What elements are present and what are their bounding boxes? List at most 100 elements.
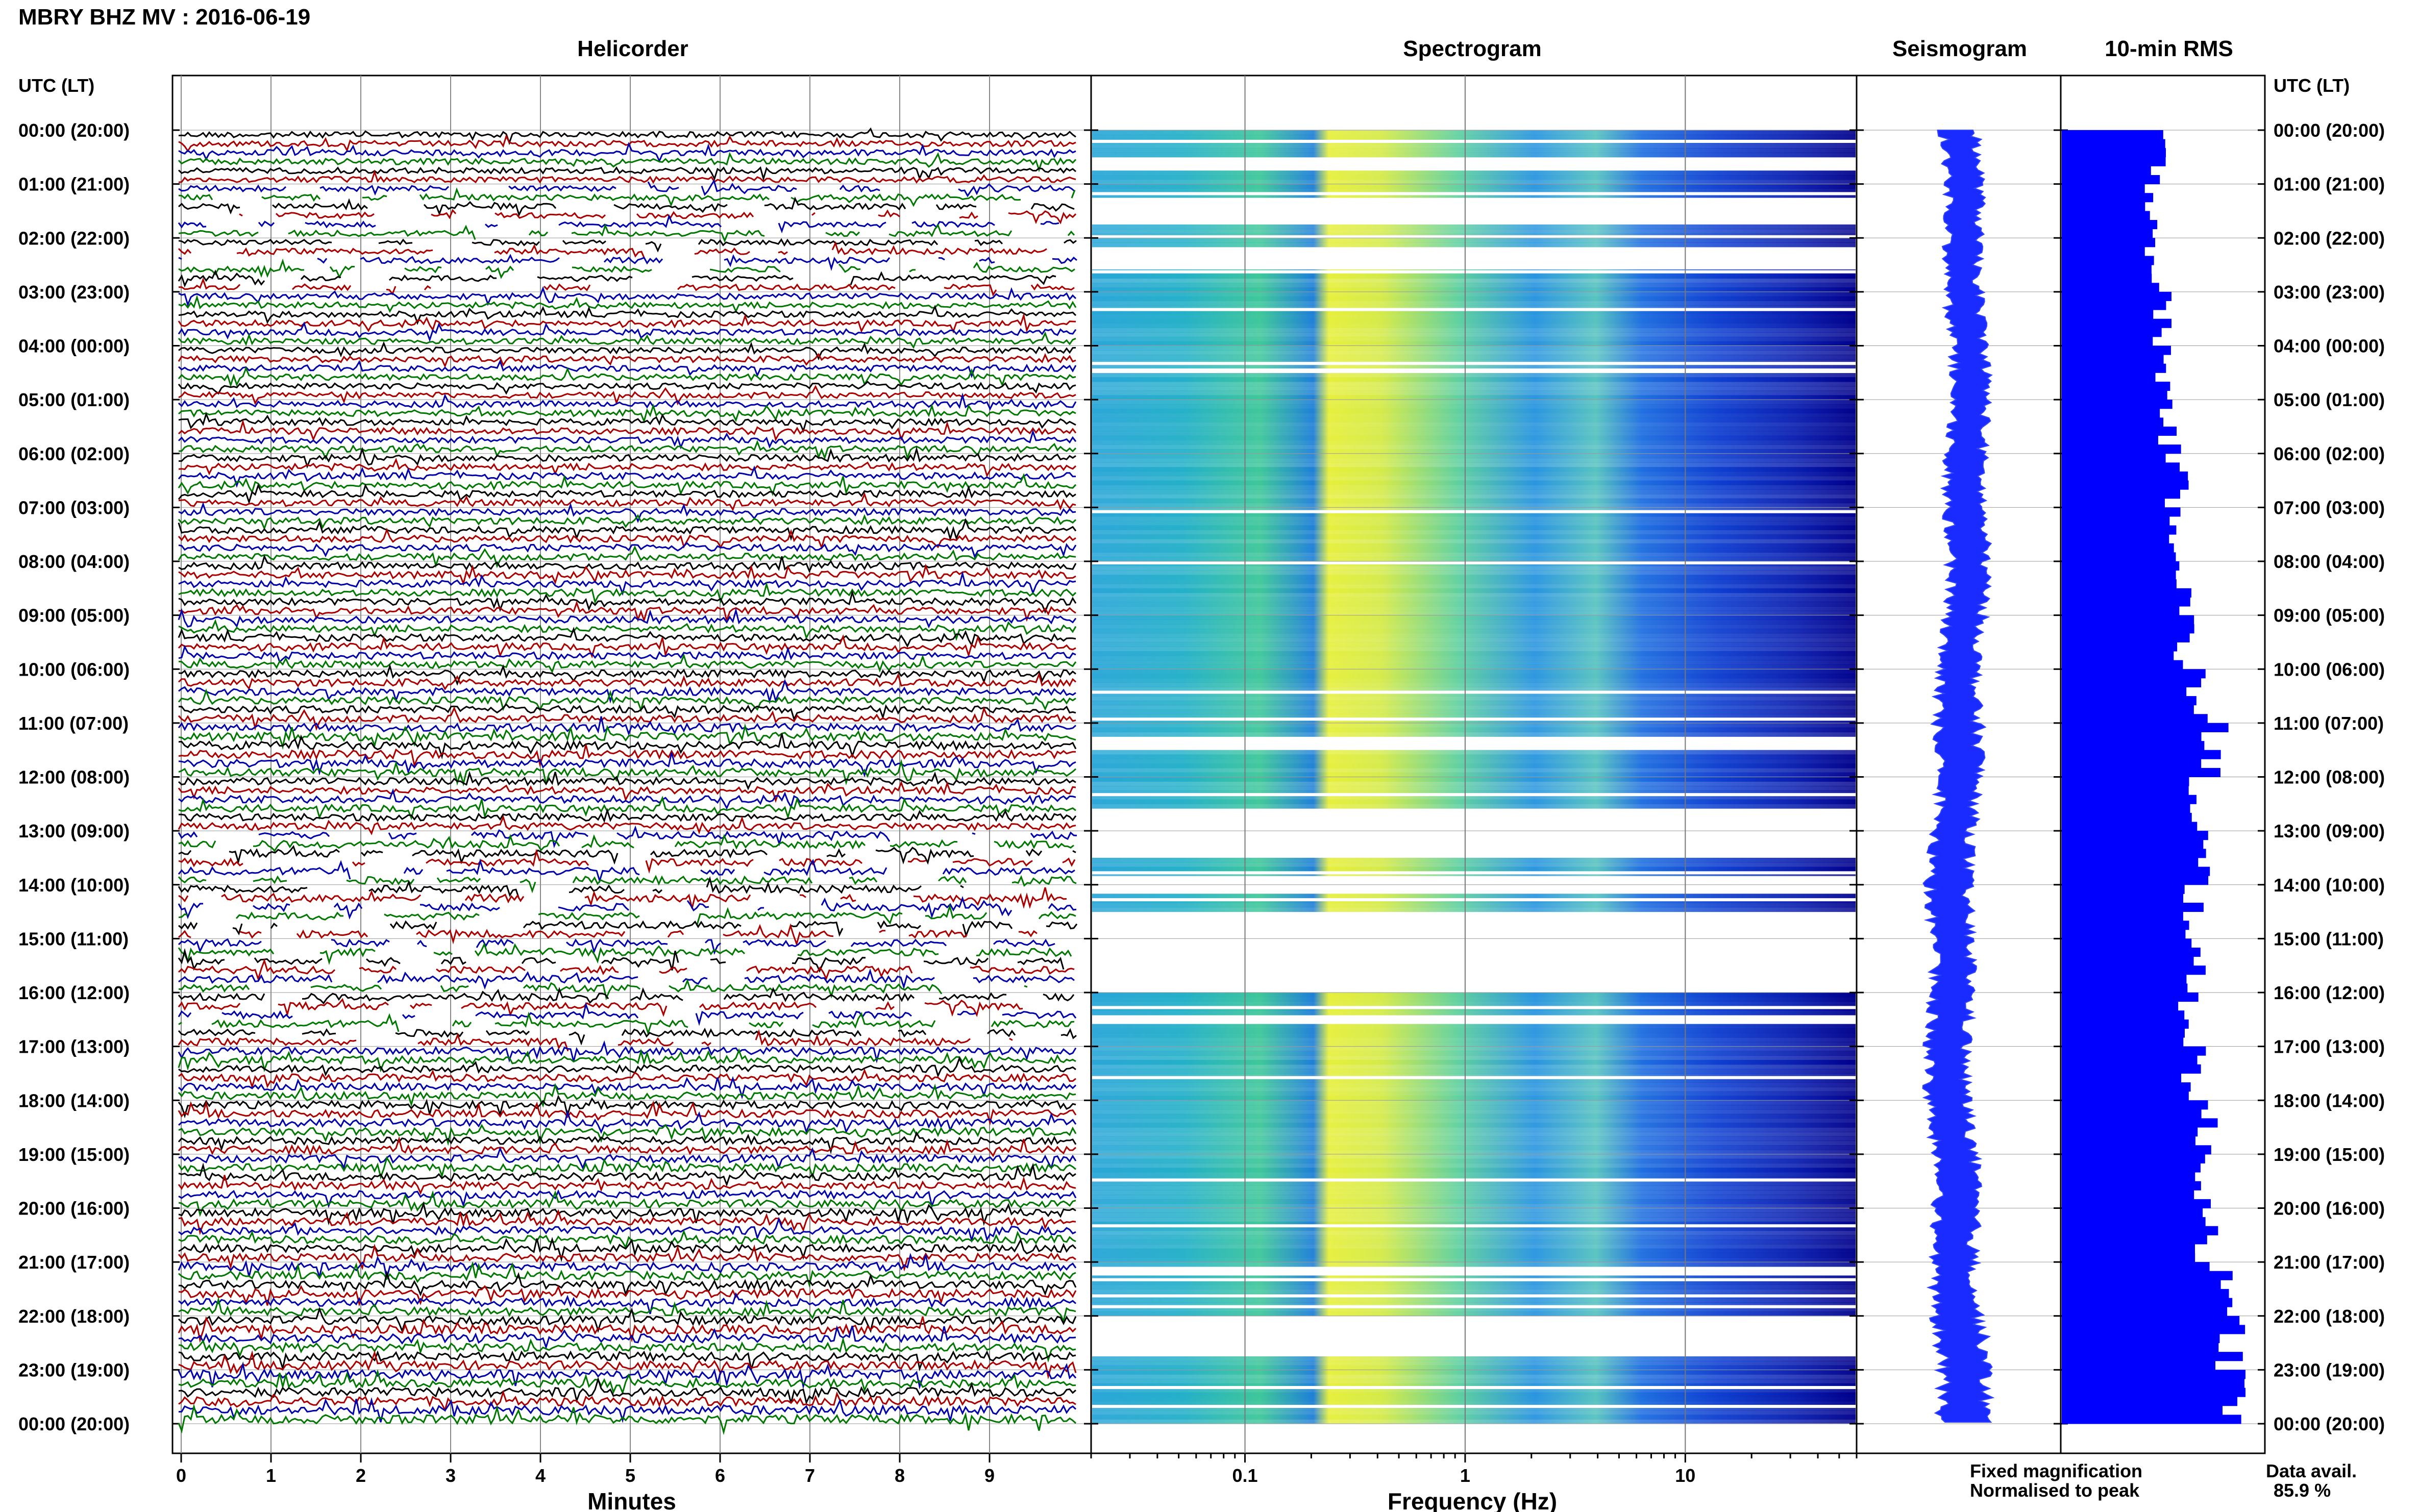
helicorder-trace (178, 723, 1076, 750)
helicorder-trace (178, 788, 1076, 810)
time-label-left: 03:00 (23:00) (18, 282, 130, 303)
rms-bar (2062, 417, 2164, 427)
helicorder-trace (178, 1297, 1076, 1323)
helicorder-trace (178, 392, 1077, 411)
helicorder-trace (178, 277, 1075, 297)
spectrogram-row (1092, 417, 1856, 423)
spectrogram-row (1092, 148, 1856, 153)
helicorder-trace (239, 209, 1077, 225)
helicorder-trace (178, 948, 1065, 973)
spectrogram-row (1092, 804, 1856, 809)
spectrogram-row (1092, 471, 1856, 477)
rms-bar (2062, 1136, 2195, 1146)
spectrogram-row (1092, 350, 1856, 355)
spectrogram-row (1092, 1311, 1856, 1317)
helicorder-trace (178, 1156, 1076, 1180)
rms-bar (2062, 193, 2154, 203)
rms-bar (2062, 471, 2188, 481)
rms-bar (2062, 795, 2196, 804)
time-label-left: 23:00 (19:00) (18, 1359, 130, 1380)
legend-fixed: Fixed magnification (1970, 1460, 2142, 1481)
helicorder-trace (178, 403, 1076, 424)
minute-tick-label: 8 (895, 1465, 905, 1486)
spectrogram-row (1092, 485, 1856, 490)
helicorder-trace (178, 514, 1077, 531)
helicorder-trace (178, 825, 1077, 849)
minute-tick-label: 9 (984, 1465, 995, 1486)
spectrogram-row (1092, 543, 1856, 549)
helicorder-trace (178, 502, 1076, 524)
helicorder-trace (178, 706, 1076, 731)
spectrogram-row (1092, 301, 1856, 306)
spectrogram-row (1092, 795, 1856, 800)
rms-bar (2062, 1154, 2205, 1163)
spectrogram-row (1092, 1073, 1856, 1078)
spectrogram-gap (1092, 140, 1856, 143)
helicorder-trace (178, 1201, 1076, 1226)
rms-bar (2062, 1190, 2194, 1200)
helicorder-trace (178, 645, 1076, 663)
helicorder-trace (178, 563, 1076, 586)
helicorder-trace (178, 1350, 1077, 1380)
spectrogram-row (1092, 660, 1856, 665)
spectrogram-gap (1092, 1319, 1856, 1322)
spectrogram-row (1092, 1046, 1856, 1052)
rms-bar (2062, 839, 2204, 849)
rms-bar (2062, 1325, 2245, 1334)
spectrogram-row (1092, 1028, 1856, 1033)
spectrogram-row (1092, 655, 1856, 661)
time-labels-left: 00:00 (20:00) 01:00 (21:00) 02:00 (22:00) 0… (18, 120, 130, 1434)
spectrogram-row (1092, 373, 1856, 378)
spectrogram-row (1092, 723, 1856, 728)
spectrogram-row (1092, 291, 1856, 297)
spectrogram-row (1092, 1374, 1856, 1379)
helicorder-trace (178, 1109, 1077, 1134)
spectrogram-row (1092, 341, 1856, 346)
minute-tick-label: 2 (356, 1465, 366, 1486)
time-label-left: 17:00 (13:00) (18, 1036, 130, 1057)
spectrogram-row (1092, 1033, 1856, 1038)
spectrogram-row (1092, 629, 1856, 634)
figure-title: MBRY BHZ MV : 2016-06-19 (18, 5, 310, 30)
rms-bar (2062, 866, 2210, 876)
rms-bar (2062, 202, 2145, 211)
spectrogram-row (1092, 1150, 1856, 1155)
rms-bar (2062, 615, 2194, 625)
time-label-left: 19:00 (15:00) (18, 1144, 130, 1165)
spectrogram-row (1092, 462, 1856, 467)
helicorder-trace (178, 845, 1076, 865)
rms-bar (2062, 489, 2181, 499)
helicorder-trace (178, 1403, 1077, 1435)
spectrogram-row (1092, 274, 1856, 279)
rms-bar (2062, 363, 2166, 373)
spectrogram-row (1092, 1195, 1856, 1200)
spectrogram-row (1092, 507, 1856, 512)
spectrogram-gap (1092, 812, 1856, 815)
rms-bar (2062, 256, 2154, 265)
rms-bar (2062, 283, 2159, 292)
spectrogram-row (1092, 1397, 1856, 1402)
spectrogram-row (1092, 1257, 1856, 1262)
rms-bar (2062, 1333, 2220, 1344)
spectrogram-row (1092, 894, 1856, 899)
helicorder-trace (178, 1083, 1076, 1108)
rms-bar (2062, 148, 2166, 158)
helicorder-trace (178, 1131, 1077, 1154)
rms-bar (2062, 381, 2170, 391)
spectrogram-row (1092, 1136, 1856, 1142)
spectrogram-row (1092, 1410, 1856, 1415)
spectrogram-row (1092, 512, 1856, 517)
spectrogram-row (1092, 503, 1856, 508)
rms-bar (2062, 669, 2206, 679)
spectrogram-gap (1092, 852, 1856, 856)
helicorder-trace (178, 385, 1076, 406)
spectrogram-row (1092, 395, 1856, 400)
rms-bar (2062, 498, 2165, 508)
rms-bar (2062, 426, 2177, 436)
spectrogram-row (1092, 642, 1856, 647)
rms-bar (2062, 157, 2166, 166)
helicorder-trace (178, 1209, 1076, 1235)
spectrogram-row (1092, 453, 1856, 459)
helicorder-trace (178, 269, 1056, 288)
